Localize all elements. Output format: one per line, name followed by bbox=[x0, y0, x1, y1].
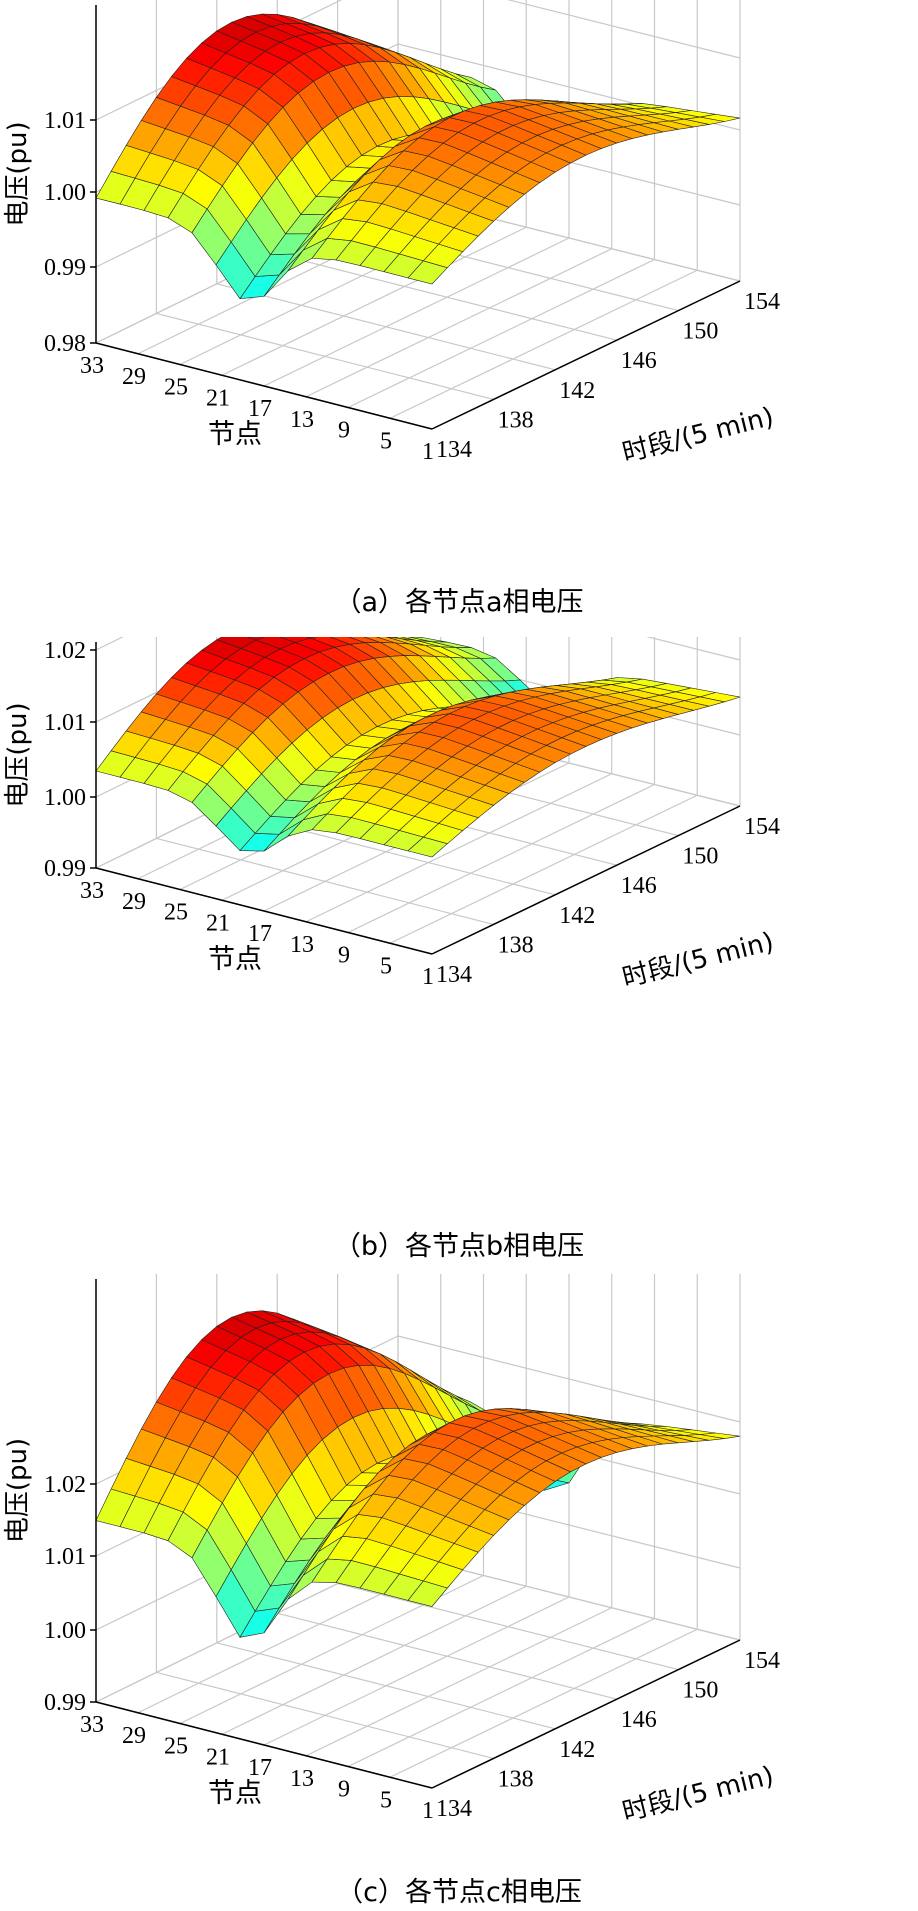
y-tick-label: 33 bbox=[80, 1712, 104, 1738]
y-tick-label: 21 bbox=[206, 385, 230, 411]
caption-b: （b）各节点b相电压 bbox=[333, 1231, 585, 1262]
z-tick-label: 1.01 bbox=[44, 1544, 86, 1570]
x-tick-label: 138 bbox=[498, 407, 534, 433]
x-tick-label: 146 bbox=[621, 348, 657, 374]
x-axis-label: 时段/(5 min) bbox=[619, 402, 777, 469]
y-tick-label: 17 bbox=[248, 396, 272, 422]
y-axis-label: 节点 bbox=[208, 944, 262, 975]
y-tick-label: 29 bbox=[122, 364, 146, 390]
y-tick-label: 9 bbox=[338, 418, 350, 444]
chart-panel-b: 0.99 1.00 1.01 1.02 33 29 25 21 17 13 9 5 1 134 138 142… bbox=[0, 637, 918, 1274]
y-tick-label: 33 bbox=[80, 878, 104, 904]
y-tick-label: 25 bbox=[164, 375, 188, 401]
y-tick-label: 1 bbox=[422, 964, 434, 990]
y-tick-label: 21 bbox=[206, 910, 230, 936]
x-tick-label: 150 bbox=[682, 844, 718, 870]
z-axis-label: 电压(pu) bbox=[3, 702, 33, 807]
y-tick-label: 33 bbox=[80, 353, 104, 379]
voltage-surface bbox=[95, 1310, 741, 1638]
x-tick-label: 154 bbox=[744, 1648, 780, 1674]
y-tick-label: 5 bbox=[380, 1787, 392, 1813]
x-tick-label: 150 bbox=[682, 1678, 718, 1704]
caption-a: （a）各节点a相电压 bbox=[334, 587, 584, 618]
x-tick-label: 142 bbox=[559, 378, 595, 404]
y-axis-label: 节点 bbox=[208, 419, 262, 450]
chart-b: 0.99 1.00 1.01 1.02 33 29 25 21 17 13 9 5 1 134 138 142… bbox=[3, 637, 780, 994]
z-tick-label: 1.00 bbox=[44, 1618, 86, 1644]
x-tick-label: 142 bbox=[559, 903, 595, 929]
y-tick-label: 25 bbox=[164, 900, 188, 926]
chart-a: 0.98 0.99 1.00 1.01 33 29 25 21 17 13 9 5 1 134 138 142… bbox=[3, 0, 780, 469]
voltage-surface bbox=[95, 637, 741, 858]
chart-c: 0.99 1.00 1.01 1.02 33 29 25 21 17 13 9 5 1 134 138 142… bbox=[3, 1274, 780, 1828]
z-tick-label: 1.00 bbox=[44, 180, 86, 206]
x-tick-label: 134 bbox=[436, 1796, 472, 1822]
x-tick-label: 134 bbox=[436, 962, 472, 988]
x-axis-label: 时段/(5 min) bbox=[619, 927, 777, 994]
x-tick-label: 154 bbox=[744, 289, 780, 315]
z-tick-label: 1.01 bbox=[44, 710, 86, 736]
z-tick-label: 0.99 bbox=[44, 1690, 86, 1716]
y-tick-label: 17 bbox=[248, 921, 272, 947]
y-tick-label: 29 bbox=[122, 889, 146, 915]
x-tick-label: 154 bbox=[744, 814, 780, 840]
y-tick-label: 5 bbox=[380, 953, 392, 979]
z-tick-label: 1.01 bbox=[44, 108, 86, 134]
y-tick-label: 17 bbox=[248, 1755, 272, 1781]
x-tick-label: 138 bbox=[498, 1766, 534, 1792]
caption-c: （c）各节点c相电压 bbox=[336, 1877, 582, 1908]
z-tick-label: 0.99 bbox=[44, 255, 86, 281]
y-tick-label: 25 bbox=[164, 1734, 188, 1760]
y-tick-label: 9 bbox=[338, 943, 350, 969]
chart-panel-c: 0.99 1.00 1.01 1.02 33 29 25 21 17 13 9 5 1 134 138 142… bbox=[0, 1274, 918, 1911]
z-tick-label: 1.00 bbox=[44, 785, 86, 811]
y-tick-label: 29 bbox=[122, 1723, 146, 1749]
voltage-surface bbox=[95, 13, 741, 300]
axes bbox=[90, 5, 741, 430]
y-tick-label: 13 bbox=[290, 407, 314, 433]
x-tick-label: 146 bbox=[621, 1707, 657, 1733]
axes bbox=[90, 642, 741, 955]
x-tick-label: 146 bbox=[621, 873, 657, 899]
z-axis-label: 电压(pu) bbox=[3, 121, 33, 226]
y-tick-label: 1 bbox=[422, 1798, 434, 1824]
chart-panel-a: 0.98 0.99 1.00 1.01 33 29 25 21 17 13 9 5 1 134 138 142… bbox=[0, 0, 918, 637]
y-tick-label: 5 bbox=[380, 428, 392, 454]
x-tick-label: 138 bbox=[498, 932, 534, 958]
x-tick-label: 142 bbox=[559, 1737, 595, 1763]
y-tick-label: 9 bbox=[338, 1777, 350, 1803]
z-tick-label: 0.99 bbox=[44, 856, 86, 882]
z-tick-label: 1.02 bbox=[44, 638, 86, 664]
y-tick-label: 13 bbox=[290, 932, 314, 958]
y-axis-label: 节点 bbox=[208, 1778, 262, 1809]
z-tick-label: 0.98 bbox=[44, 331, 86, 357]
x-axis-label: 时段/(5 min) bbox=[619, 1761, 777, 1828]
z-axis-label: 电压(pu) bbox=[3, 1438, 33, 1543]
y-tick-label: 13 bbox=[290, 1766, 314, 1792]
axes bbox=[90, 1279, 741, 1789]
x-tick-label: 150 bbox=[682, 319, 718, 345]
z-tick-label: 1.02 bbox=[44, 1472, 86, 1498]
y-tick-label: 21 bbox=[206, 1744, 230, 1770]
x-tick-label: 134 bbox=[436, 437, 472, 463]
y-tick-label: 1 bbox=[422, 439, 434, 465]
